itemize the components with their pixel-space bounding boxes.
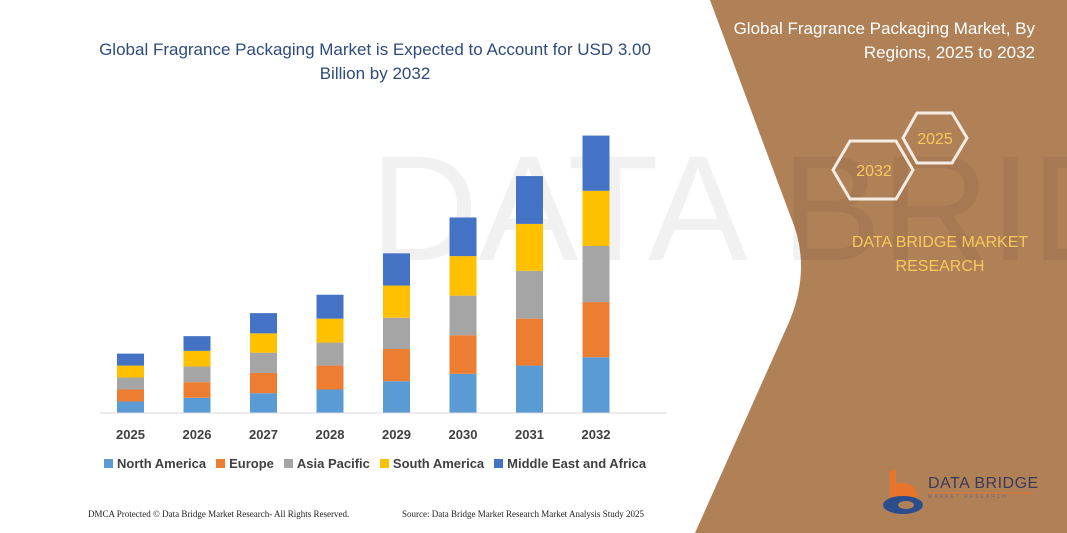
bar-segment-2032-middle-east-and-africa — [582, 135, 610, 191]
bar-segment-2029-south-america — [383, 285, 410, 318]
bar-segment-2031-south-america — [516, 223, 543, 271]
bar-segment-2025-asia-pacific — [117, 377, 144, 390]
side-panel-shape — [695, 0, 1067, 533]
bar-segment-2032-europe — [582, 302, 610, 358]
hex-label-2032: 2032 — [856, 163, 892, 180]
bar-segment-2031-middle-east-and-africa — [516, 176, 543, 224]
bar-segment-2032-asia-pacific — [582, 245, 610, 303]
legend-item-middle-east-africa: Middle East and Africa — [494, 456, 646, 471]
legend-item-south-america: South America — [379, 456, 485, 471]
legend-item-europe: Europe — [216, 456, 274, 471]
hex-2032 — [831, 139, 915, 201]
legend: North America Europe Asia Pacific South … — [104, 456, 646, 471]
bar-segment-2030-asia-pacific — [449, 295, 477, 336]
watermark: DATA BRIDGE — [370, 124, 1067, 292]
legend-swatch — [379, 459, 389, 468]
bar-segment-2030-north-america — [449, 373, 477, 413]
x-tick-label: 2031 — [515, 427, 544, 442]
chart-title: Global Fragrance Packaging Market is Exp… — [99, 40, 651, 83]
bar-segment-2027-asia-pacific — [250, 352, 277, 373]
bar-segment-2028-middle-east-and-africa — [316, 294, 344, 319]
bar-segment-2032-south-america — [582, 190, 610, 246]
bar-segment-2025-north-america — [117, 401, 144, 413]
legend-swatch — [283, 459, 293, 468]
legend-label: North America — [117, 456, 207, 471]
footer-source: Source: Data Bridge Market Research Mark… — [402, 509, 644, 519]
legend-swatch — [494, 459, 504, 468]
bar-segment-2031-north-america — [516, 365, 543, 413]
bar-segment-2029-north-america — [383, 381, 410, 413]
bar-segment-2025-south-america — [117, 365, 144, 378]
bar-segment-2027-north-america — [250, 393, 277, 413]
bar-segment-2031-europe — [516, 318, 543, 366]
bar-segment-2030-south-america — [449, 256, 477, 296]
bar-segment-2026-europe — [183, 382, 211, 398]
bar-segment-2026-south-america — [183, 350, 211, 367]
svg-text:DATA BRIDGE: DATA BRIDGE — [370, 124, 1067, 292]
bar-segment-2028-south-america — [316, 318, 344, 343]
bar-segment-2027-south-america — [250, 333, 277, 353]
bar-segment-2030-middle-east-and-africa — [449, 217, 477, 257]
x-tick-label: 2027 — [249, 427, 278, 442]
bar-chart — [100, 135, 667, 414]
bar-segment-2029-europe — [383, 349, 410, 382]
hex-2025 — [901, 111, 969, 165]
bar-segment-2029-asia-pacific — [383, 317, 410, 350]
logo-text: DATA BRIDGE — [928, 475, 1039, 492]
x-tick-label: 2029 — [382, 427, 411, 442]
bar-segment-2026-middle-east-and-africa — [183, 336, 211, 351]
legend-swatch — [104, 459, 113, 468]
logo-icon — [883, 470, 923, 514]
bar-segment-2032-north-america — [582, 357, 610, 413]
legend-label: Asia Pacific — [296, 456, 370, 471]
side-panel-title: Global Fragrance Packaging Market, By Re… — [733, 19, 1035, 62]
x-tick-label: 2032 — [582, 427, 611, 442]
x-tick-label: 2025 — [116, 427, 145, 442]
bar-segment-2025-middle-east-and-africa — [117, 353, 144, 366]
bar-segment-2028-north-america — [316, 389, 344, 413]
legend-label: Europe — [229, 456, 274, 471]
legend-label: Middle East and Africa — [507, 456, 647, 471]
legend-item-asia-pacific: Asia Pacific — [283, 456, 370, 471]
x-tick-label: 2028 — [316, 427, 345, 442]
bar-segment-2028-asia-pacific — [316, 342, 344, 366]
legend-swatch — [216, 459, 226, 468]
logo-subtext: MARKET RESEARCH — [928, 494, 1008, 500]
bar-segment-2026-asia-pacific — [183, 366, 211, 383]
legend-label: South America — [392, 456, 485, 471]
hex-label-2025: 2025 — [917, 131, 953, 148]
bar-segment-2031-asia-pacific — [516, 270, 543, 319]
x-tick-label: 2030 — [449, 427, 478, 442]
x-axis-labels: 2025 2026 2027 2028 2029 2030 2031 2032 — [116, 427, 610, 442]
bar-segment-2029-middle-east-and-africa — [383, 253, 410, 286]
brand-text: DATA BRIDGE MARKET RESEARCH — [851, 234, 1029, 275]
x-tick-label: 2026 — [183, 427, 212, 442]
bar-segment-2025-europe — [117, 389, 144, 402]
bar-segment-2027-europe — [250, 372, 277, 394]
bar-segment-2026-north-america — [183, 397, 211, 413]
bar-segment-2030-europe — [449, 335, 477, 374]
legend-item-north-america: North America — [104, 456, 206, 471]
bar-segment-2028-europe — [316, 365, 344, 390]
footer-copyright: DMCA Protected © Data Bridge Market Rese… — [88, 509, 350, 519]
bar-segment-2027-middle-east-and-africa — [250, 313, 277, 334]
